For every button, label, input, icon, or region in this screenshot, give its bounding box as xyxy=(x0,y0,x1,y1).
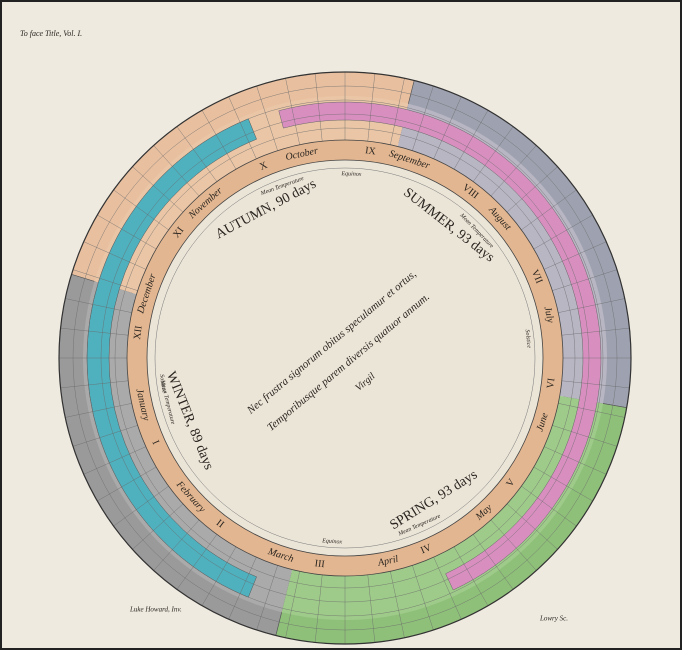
marker: Equinox xyxy=(321,538,343,545)
grid-line xyxy=(176,534,218,590)
outer-edge xyxy=(58,71,632,645)
grid-line xyxy=(433,96,462,159)
grid-line xyxy=(314,73,323,142)
engraver: Lowry Sc. xyxy=(539,615,568,623)
grid-line xyxy=(367,574,376,643)
month-name: April xyxy=(376,554,400,569)
center-disc xyxy=(146,159,544,557)
month-numeral: X xyxy=(258,160,270,173)
grid-line xyxy=(552,269,618,291)
grid-line xyxy=(433,557,462,620)
grid-line xyxy=(390,78,405,145)
plate-note: To face Title, Vol. I. xyxy=(20,29,82,38)
grid-line xyxy=(72,269,138,291)
grid-line xyxy=(65,403,132,418)
grid-line xyxy=(367,73,376,142)
grid-line xyxy=(314,574,323,643)
grid-line xyxy=(506,503,558,550)
marker: Solstice xyxy=(158,374,167,394)
month-numeral: II xyxy=(214,518,226,531)
grid-line xyxy=(506,166,558,213)
grid-line xyxy=(228,96,257,159)
temperature-band xyxy=(278,101,602,591)
grid-line xyxy=(153,145,200,197)
grid-line xyxy=(390,571,405,638)
month-numeral: I xyxy=(149,439,160,447)
grid-line xyxy=(472,534,514,590)
grid-line xyxy=(552,425,618,447)
month-numeral: III xyxy=(314,558,325,570)
grid-circle xyxy=(86,99,604,617)
grid-line xyxy=(113,485,169,527)
grid-line xyxy=(561,380,630,389)
grid-line xyxy=(412,565,434,631)
grid-line xyxy=(65,298,132,313)
grid-line xyxy=(113,189,169,231)
grid-line xyxy=(153,519,200,571)
month-numeral: VI xyxy=(545,377,557,389)
grid-line xyxy=(521,189,577,231)
grid-line xyxy=(285,78,300,145)
grid-line xyxy=(228,557,257,620)
month-numeral: IV xyxy=(419,542,434,557)
grid-line xyxy=(490,145,537,197)
grid-line xyxy=(533,214,593,250)
grid-line xyxy=(83,446,146,475)
grid-circle xyxy=(100,113,590,603)
month-numeral: VII xyxy=(529,268,545,285)
grid-line xyxy=(201,110,237,170)
grid-line xyxy=(285,571,300,638)
grid-line xyxy=(558,298,625,313)
grid-line xyxy=(533,466,593,502)
grid-line xyxy=(97,214,157,250)
grid-line xyxy=(132,503,184,550)
grid-line xyxy=(453,546,489,606)
grid-circle xyxy=(72,85,618,631)
grid-line xyxy=(97,466,157,502)
grid-line xyxy=(412,85,434,151)
grid-line xyxy=(453,110,489,170)
grid-line xyxy=(490,519,537,571)
grid-line xyxy=(176,126,218,182)
inner-line xyxy=(154,167,536,549)
month-numeral: XI xyxy=(171,225,186,240)
month-name: July xyxy=(542,305,556,324)
grid-line xyxy=(256,85,278,151)
grid-line xyxy=(72,425,138,447)
grid-line xyxy=(561,327,630,336)
grid-line xyxy=(132,166,184,213)
grid-line xyxy=(256,565,278,631)
marker: Equinox xyxy=(340,171,362,178)
inventor: Luke Howard, Inv. xyxy=(129,606,182,614)
grid-circle xyxy=(114,127,576,589)
grid-line xyxy=(558,403,625,418)
grid-line xyxy=(472,126,514,182)
grid-line xyxy=(60,327,129,336)
month-numeral: IX xyxy=(364,145,377,157)
grid-line xyxy=(201,546,237,606)
grid-line xyxy=(544,446,607,475)
month-numeral: XII xyxy=(132,325,145,340)
marker: Solstice xyxy=(524,329,532,349)
grid-line xyxy=(544,241,607,270)
grid-line xyxy=(83,241,146,270)
grid-line xyxy=(60,380,129,389)
grid-line xyxy=(521,485,577,527)
